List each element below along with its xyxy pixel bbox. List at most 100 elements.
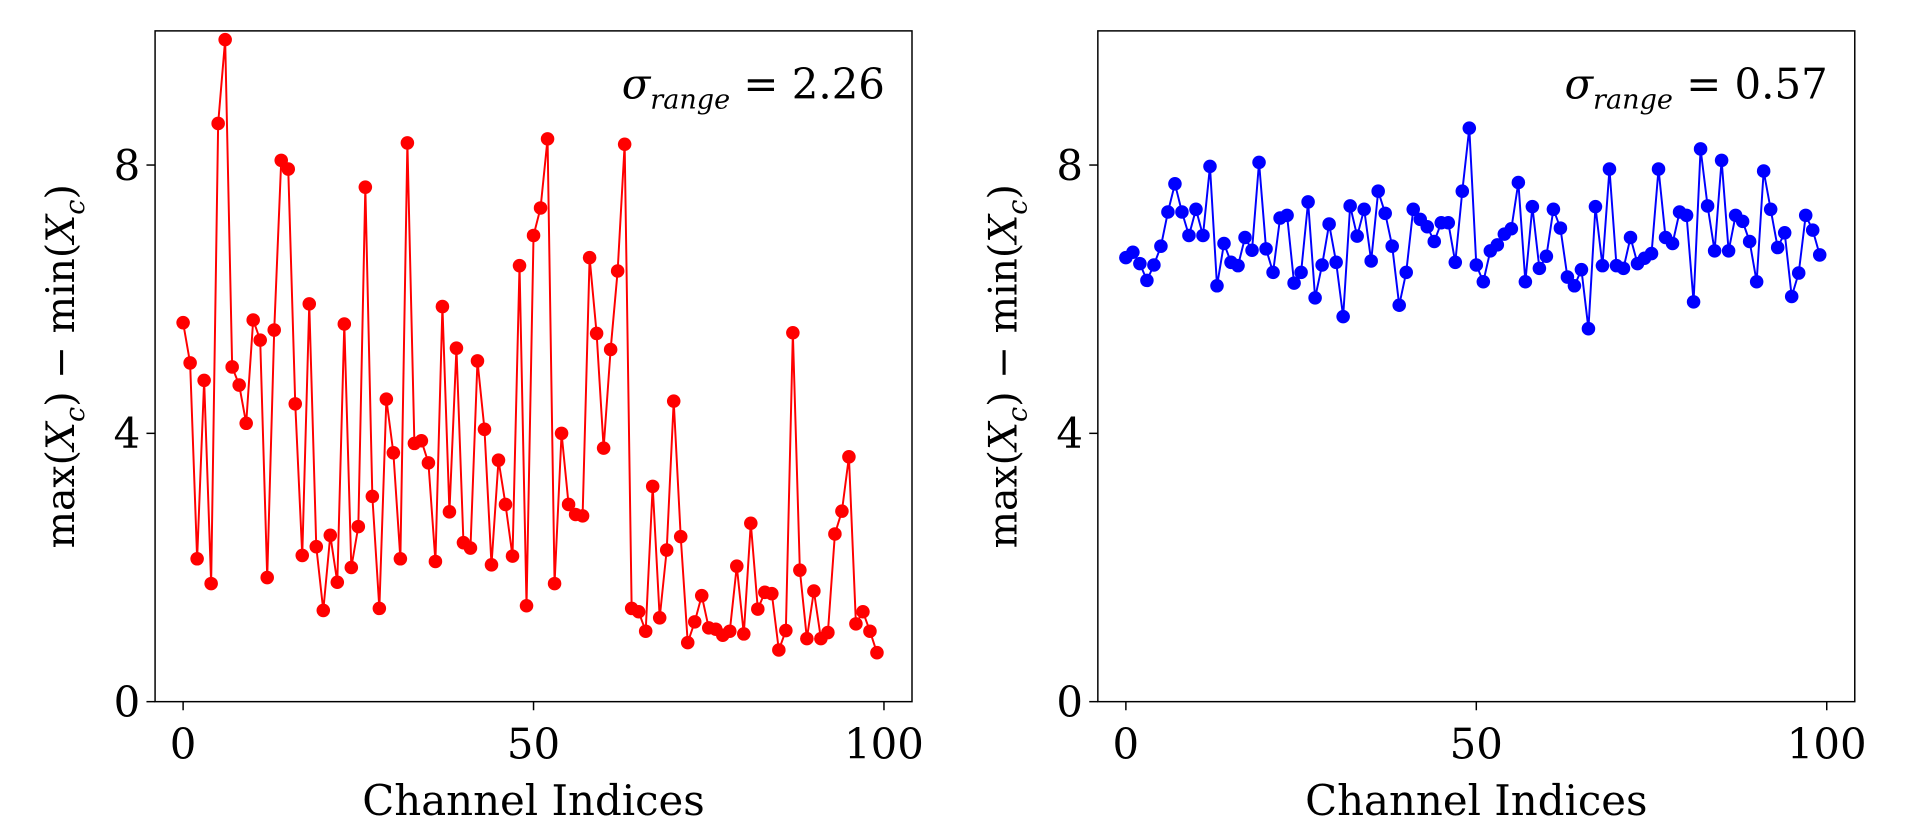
data-point xyxy=(1420,219,1435,234)
y-axis-label-part: ) − min( xyxy=(981,243,1027,407)
data-point xyxy=(1126,245,1140,260)
data-point xyxy=(526,228,541,243)
data-point xyxy=(365,489,380,504)
data-point xyxy=(617,137,632,152)
series-line xyxy=(182,39,878,653)
data-point xyxy=(687,615,702,629)
data-point xyxy=(1238,230,1252,245)
data-point xyxy=(288,397,303,411)
data-point xyxy=(253,333,267,347)
sigma-value: = 2.26 xyxy=(730,60,885,109)
data-point xyxy=(856,605,870,619)
data-point xyxy=(1532,261,1547,276)
data-point xyxy=(484,558,499,572)
data-point xyxy=(309,539,324,554)
data-point xyxy=(1217,236,1231,251)
y-axis-label-part: c xyxy=(1002,407,1033,422)
data-point xyxy=(1294,265,1308,280)
y-axis-label: max(Xc) − min(Xc) xyxy=(981,184,1034,548)
data-point xyxy=(561,497,576,512)
data-point xyxy=(821,625,835,640)
data-point xyxy=(1350,229,1364,243)
data-point xyxy=(1798,208,1813,223)
data-point xyxy=(1518,274,1533,289)
data-point xyxy=(1525,199,1540,214)
data-point xyxy=(1707,244,1722,258)
data-point xyxy=(680,635,695,650)
x-tick-label: 100 xyxy=(1787,719,1867,768)
data-point xyxy=(442,505,457,519)
data-point xyxy=(211,116,225,131)
data-point xyxy=(1441,215,1456,230)
y-axis-label: max(Xc) − min(Xc) xyxy=(38,184,91,548)
data-point xyxy=(218,32,232,47)
y-axis-label-part: c xyxy=(60,200,91,215)
plot-frame xyxy=(154,30,913,703)
data-point xyxy=(1455,184,1470,198)
data-point xyxy=(863,624,877,638)
data-point xyxy=(372,601,387,616)
data-point xyxy=(547,576,562,591)
x-tick-label: 50 xyxy=(1450,719,1503,768)
data-point xyxy=(1147,258,1161,272)
x-tick-label: 0 xyxy=(1113,719,1140,768)
data-point xyxy=(744,516,758,530)
data-point xyxy=(260,570,274,585)
y-tick-label: 0 xyxy=(114,677,141,726)
data-point xyxy=(1210,279,1224,293)
data-point xyxy=(232,378,246,392)
data-point xyxy=(1462,121,1477,135)
data-point xyxy=(1154,239,1168,253)
data-point xyxy=(1805,223,1820,237)
data-point xyxy=(225,360,239,374)
data-point xyxy=(1175,205,1189,219)
data-point xyxy=(1679,208,1694,223)
data-point xyxy=(540,132,555,146)
y-tick-label: 4 xyxy=(114,409,141,458)
data-point xyxy=(1756,164,1771,178)
data-point xyxy=(435,299,450,314)
data-point xyxy=(1196,228,1210,243)
data-point xyxy=(1693,142,1708,156)
data-point xyxy=(1392,298,1406,312)
y-axis-label-part: c xyxy=(1002,200,1033,215)
data-point xyxy=(1189,202,1203,217)
y-axis-label-part: X xyxy=(38,213,84,246)
data-point xyxy=(828,527,842,541)
sigma-value: = 0.57 xyxy=(1673,60,1828,109)
y-axis-label-part: X xyxy=(981,213,1027,246)
data-point xyxy=(1700,199,1715,213)
x-tick-label: 0 xyxy=(170,719,197,768)
data-point xyxy=(337,317,352,331)
data-point xyxy=(737,627,751,641)
data-point xyxy=(842,450,856,464)
data-point xyxy=(1322,217,1336,231)
data-point xyxy=(1553,221,1568,235)
plot-frame xyxy=(1097,30,1856,703)
data-point xyxy=(1651,162,1666,176)
data-point xyxy=(786,325,800,340)
data-point xyxy=(183,356,197,370)
data-point xyxy=(1308,291,1322,305)
data-point xyxy=(1777,226,1792,240)
data-point xyxy=(1616,261,1631,276)
data-point xyxy=(1280,208,1294,223)
data-point xyxy=(666,394,681,408)
data-point xyxy=(1588,199,1603,214)
y-tick-label: 0 xyxy=(1056,677,1083,726)
data-point xyxy=(1742,234,1757,249)
data-point xyxy=(386,446,401,460)
data-point xyxy=(807,584,821,598)
x-axis-label: Channel Indices xyxy=(362,776,704,825)
data-point xyxy=(414,433,429,448)
data-point xyxy=(498,497,513,512)
data-point xyxy=(659,543,674,557)
data-point xyxy=(519,598,534,613)
x-tick-label: 50 xyxy=(507,719,560,768)
data-point xyxy=(1749,274,1764,289)
data-point xyxy=(176,315,190,330)
data-point xyxy=(1399,265,1413,280)
data-point xyxy=(505,549,520,563)
